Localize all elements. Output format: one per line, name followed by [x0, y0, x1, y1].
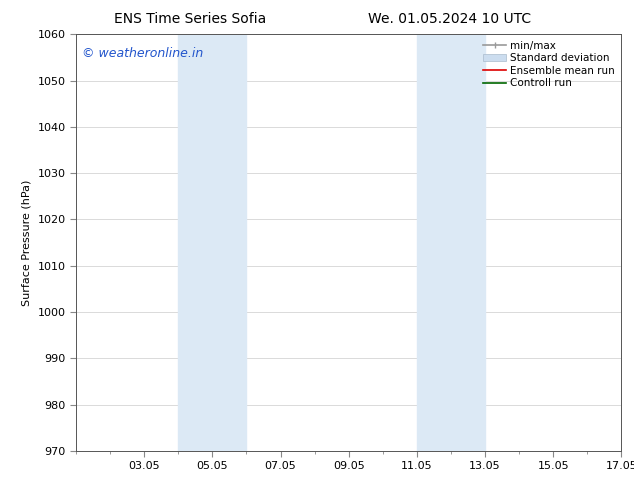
Legend: min/max, Standard deviation, Ensemble mean run, Controll run: min/max, Standard deviation, Ensemble me… [480, 37, 618, 92]
Y-axis label: Surface Pressure (hPa): Surface Pressure (hPa) [22, 179, 32, 306]
Text: © weatheronline.in: © weatheronline.in [82, 47, 203, 60]
Text: We. 01.05.2024 10 UTC: We. 01.05.2024 10 UTC [368, 12, 531, 26]
Bar [417, 34, 434, 451]
Bar [195, 34, 247, 451]
Text: ENS Time Series Sofia: ENS Time Series Sofia [114, 12, 266, 26]
Bar [178, 34, 195, 451]
Bar [434, 34, 485, 451]
